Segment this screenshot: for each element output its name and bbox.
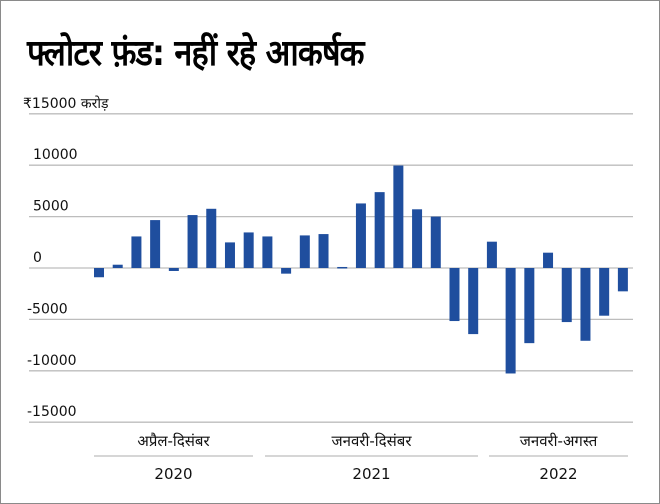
y-tick-label: ₹15000 करोड़ xyxy=(23,95,109,112)
x-year-label: 2021 xyxy=(352,465,390,483)
bar xyxy=(150,220,161,268)
bar xyxy=(112,264,123,268)
bar xyxy=(224,242,235,268)
y-tick-label: -10000 xyxy=(27,353,77,369)
bar xyxy=(412,209,423,268)
x-year-label: 2020 xyxy=(154,465,192,483)
bar xyxy=(337,266,348,269)
bar xyxy=(374,192,385,268)
bar xyxy=(262,236,273,268)
bar xyxy=(299,235,310,268)
bar xyxy=(168,268,179,271)
bar xyxy=(187,215,198,268)
y-tick-label: -5000 xyxy=(27,301,68,317)
x-group-label: जनवरी-दिसंबर xyxy=(332,432,413,450)
bar xyxy=(486,241,497,268)
bar xyxy=(543,252,554,268)
bar xyxy=(243,232,254,268)
x-year-label: 2022 xyxy=(539,465,577,483)
y-tick-label: 0 xyxy=(33,250,42,266)
bar xyxy=(449,268,460,322)
bar xyxy=(580,268,591,341)
bar xyxy=(281,268,292,274)
bar xyxy=(524,268,535,344)
chart-title: फ्लोटर फ़ंड: नहीं रहे आकर्षक xyxy=(27,33,365,74)
bar xyxy=(355,203,366,268)
y-tick-label: 5000 xyxy=(33,199,69,215)
bar xyxy=(393,165,404,268)
bar xyxy=(561,268,572,323)
bar xyxy=(505,268,516,374)
y-tick-label: -15000 xyxy=(27,404,77,420)
bar xyxy=(94,268,104,278)
bar xyxy=(131,236,142,268)
bar xyxy=(468,268,479,335)
bar xyxy=(430,216,441,268)
bar xyxy=(206,208,217,268)
x-group-label: अप्रैल-दिसंबर xyxy=(137,432,210,450)
y-tick-label: 10000 xyxy=(33,147,78,163)
bar xyxy=(318,234,329,268)
bar xyxy=(617,268,628,292)
x-group-label: जनवरी-अगस्त xyxy=(520,432,598,450)
bar xyxy=(599,268,610,316)
